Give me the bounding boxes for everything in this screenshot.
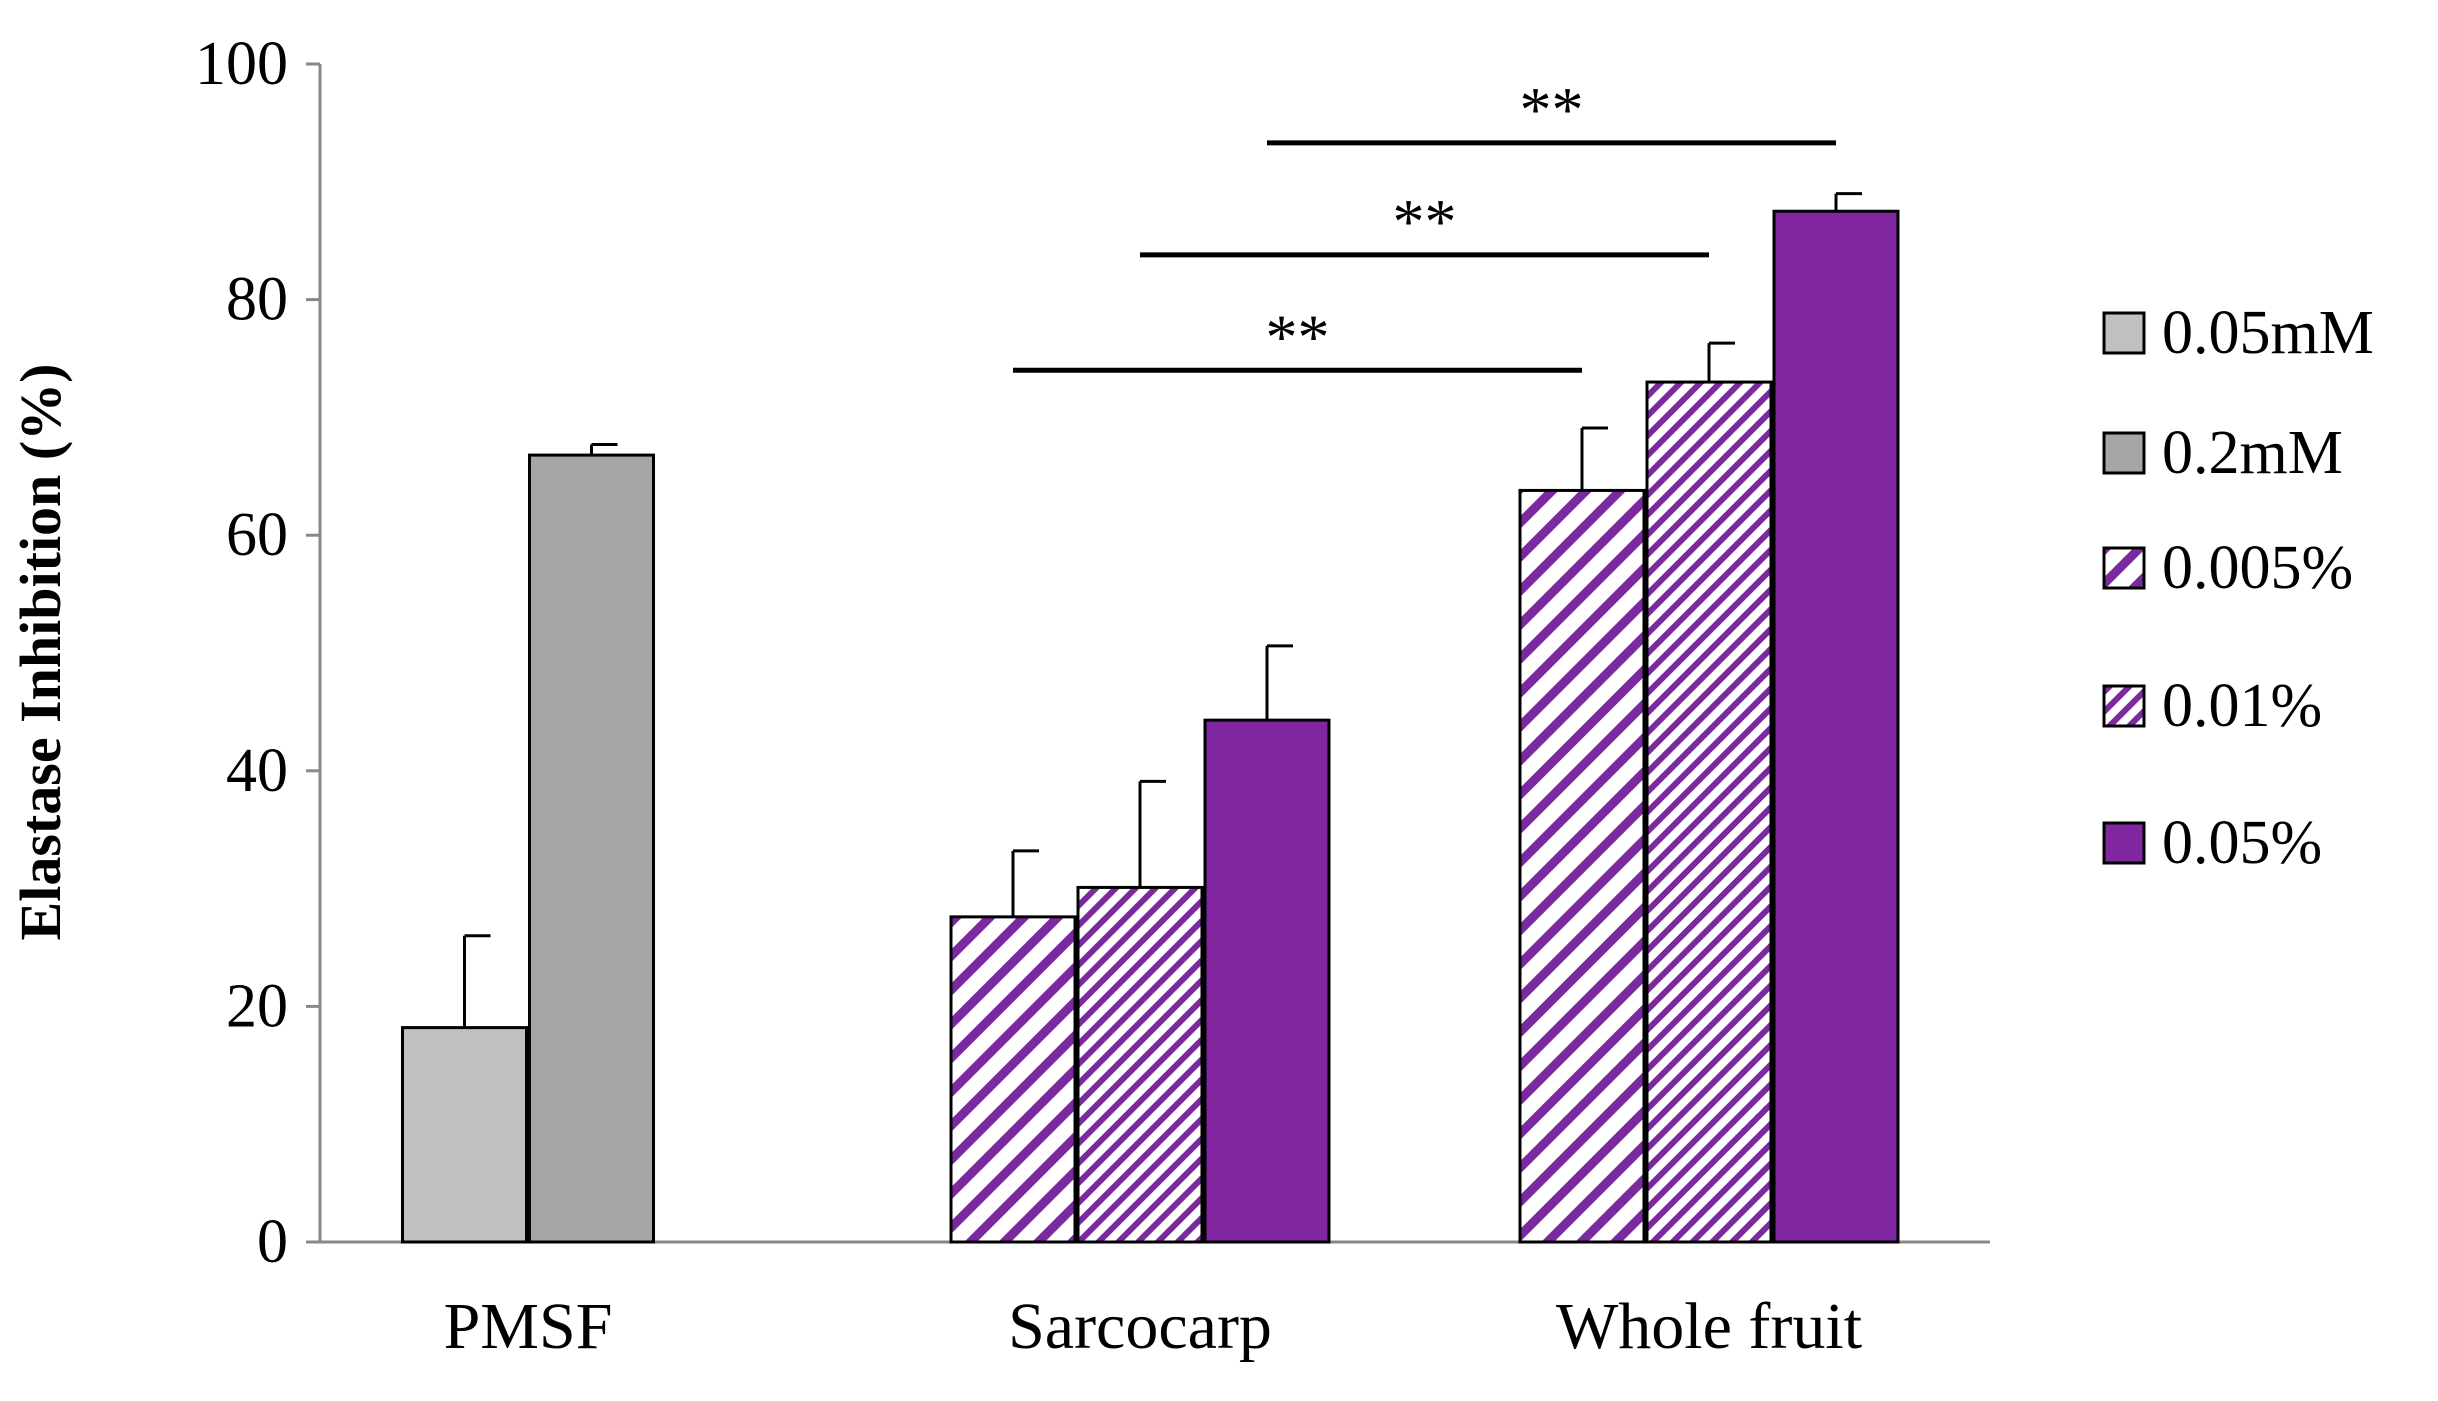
y-axis: 0 20 40 60 80 100: [195, 30, 322, 1276]
x-axis: PMSF Sarcocarp Whole fruit: [320, 1240, 1990, 1363]
bar-group: [401, 209, 1900, 1244]
significance-group: ** ** **: [1013, 74, 1836, 373]
bar: [1203, 718, 1331, 1244]
y-axis-label: Elastase Inhibition (%): [8, 364, 73, 941]
bar: [949, 915, 1077, 1244]
significance-label: **: [1266, 301, 1330, 372]
y-tick-label: 20: [226, 972, 288, 1040]
bar: [401, 1026, 528, 1244]
y-tick-label: 80: [226, 266, 288, 334]
bar: [1645, 380, 1773, 1244]
y-tick-label: 40: [226, 737, 288, 805]
legend-swatch: [2102, 684, 2146, 728]
y-tick-label: 100: [195, 30, 288, 98]
x-category-label: Sarcocarp: [1008, 1290, 1272, 1363]
significance-label: **: [1520, 74, 1584, 145]
bar: [1076, 885, 1204, 1244]
x-category-label: Whole fruit: [1556, 1290, 1862, 1363]
bar: [1518, 488, 1646, 1244]
legend-label: 0.005%: [2162, 534, 2353, 602]
significance-label: **: [1393, 186, 1457, 257]
legend-label: 0.05%: [2162, 809, 2322, 877]
legend: 0.05mM 0.2mM 0.005% 0.01% 0.05%: [2102, 299, 2374, 877]
x-category-label: PMSF: [444, 1290, 613, 1363]
legend-label: 0.05mM: [2162, 299, 2374, 367]
legend-swatch: [2102, 431, 2146, 475]
legend-label: 0.2mM: [2162, 419, 2343, 487]
legend-label: 0.01%: [2162, 672, 2322, 740]
error-bar-group: [463, 192, 1862, 1028]
y-tick-label: 0: [257, 1208, 288, 1276]
legend-swatch: [2102, 546, 2146, 590]
y-tick-label: 60: [226, 501, 288, 569]
legend-swatch: [2102, 311, 2146, 355]
legend-swatch: [2102, 821, 2146, 865]
bar: [528, 453, 655, 1244]
bar: [1772, 209, 1900, 1244]
